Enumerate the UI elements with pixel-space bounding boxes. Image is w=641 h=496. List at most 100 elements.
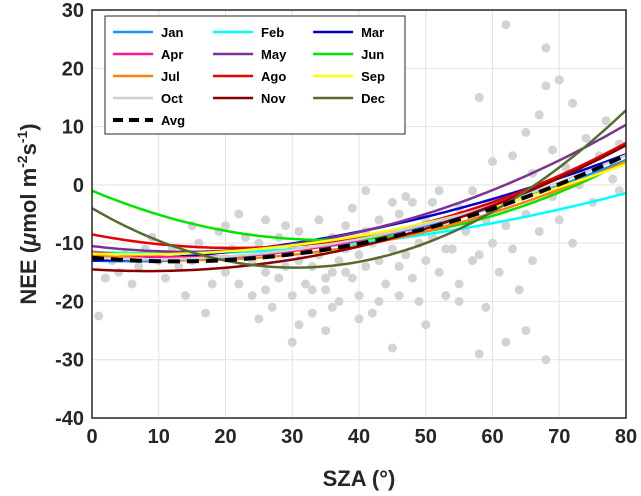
curve-sep [91,162,627,256]
y-tick-label: -20 [55,291,84,313]
y-tick-label: 0 [73,175,84,197]
y-tick-label: 10 [62,117,84,139]
x-tick-label: 20 [214,426,236,448]
scatter-point [514,285,524,295]
scatter-point [488,157,497,167]
scatter-point [334,256,344,266]
scatter-point [601,116,611,126]
scatter-point [367,308,377,318]
scatter-point [568,98,578,108]
x-tick-labels: 0 10 20 30 40 50 60 70 80 [86,426,637,448]
scatter-point [247,291,257,301]
scatter-point [481,302,491,312]
scatter-point [421,320,431,330]
scatter-point [200,308,210,318]
legend-label-feb: Feb [261,25,284,40]
scatter-point [261,215,271,225]
scatter-point [534,226,544,236]
scatter-point [341,221,351,231]
scatter-point [401,192,411,202]
scatter-point [254,314,264,324]
y-tick-label: 30 [62,0,84,22]
scatter-point [180,291,190,301]
scatter-point [294,226,304,236]
scatter-point [194,238,204,248]
legend-label-may: May [261,47,287,62]
scatter-point [374,215,384,225]
scatter-point [374,296,384,306]
scatter-point [467,186,477,196]
scatter-point [508,151,518,161]
scatter-point [354,314,364,324]
scatter-point [307,308,317,318]
scatter-point [414,296,424,306]
scatter-point [127,279,137,289]
x-tick-label: 70 [548,426,570,448]
scatter-point [407,273,417,283]
scatter-point [394,261,404,271]
scatter-point [494,267,504,277]
scatter-point [281,221,291,231]
scatter-point [541,355,551,365]
scatter-point [114,267,124,277]
scatter-point [307,285,317,295]
curve-nov [91,144,627,273]
scatter-point [541,43,551,53]
legend: Jan Feb Mar Apr May Jun Jul Ago Sep Oct Nov Dec Avg [104,15,406,135]
scatter-point [381,279,391,289]
scatter-point [274,273,284,283]
scatter-point [207,279,217,289]
legend-label-sep: Sep [361,69,385,84]
legend-label-oct: Oct [161,91,183,106]
scatter-point [327,302,337,312]
scatter-point [354,250,364,260]
scatter-point [528,256,538,266]
scatter-point [608,174,618,184]
scatter-point [434,267,444,277]
scatter-point [160,273,170,283]
x-tick-label: 0 [86,426,97,448]
scatter-point [407,197,417,207]
y-tick-label: -40 [55,408,84,430]
legend-label-apr: Apr [161,47,183,62]
scatter-point [394,209,404,219]
x-tick-label: 30 [281,426,303,448]
scatter-point [387,244,397,254]
scatter-point [554,215,564,225]
fit-curves [91,109,627,273]
scatter-point [354,291,364,301]
scatter-point [361,186,371,196]
scatter-point [261,267,271,277]
scatter-point [447,244,457,254]
scatter-point [474,92,484,102]
scatter-point [221,221,230,231]
scatter-point [321,285,331,295]
scatter-point [267,302,277,312]
plot-frame [91,9,627,419]
scatter-point [434,186,444,196]
curve-oct [91,153,627,261]
scatter-point [474,250,484,260]
scatter-point [454,279,464,289]
scatter-point [287,337,297,347]
scatter-point [467,256,477,266]
y-tick-label: -10 [55,233,84,255]
legend-box [104,15,406,135]
scatter-point [347,273,357,283]
scatter-point [221,267,230,277]
legend-label-mar: Mar [361,25,384,40]
scatter-point [614,186,624,196]
legend-label-dec: Dec [361,91,385,106]
scatter-point [341,267,351,277]
scatter-point [261,285,271,295]
scatter-point [334,296,344,306]
x-tick-label: 10 [148,426,170,448]
legend-label-nov: Nov [261,91,286,106]
x-tick-label: 60 [481,426,503,448]
x-tick-label: 80 [615,426,637,448]
scatter-point [287,291,297,301]
scatter-point [554,75,564,85]
scatter-point [234,279,244,289]
curve-dec [91,109,627,269]
scatter-point [441,244,451,254]
